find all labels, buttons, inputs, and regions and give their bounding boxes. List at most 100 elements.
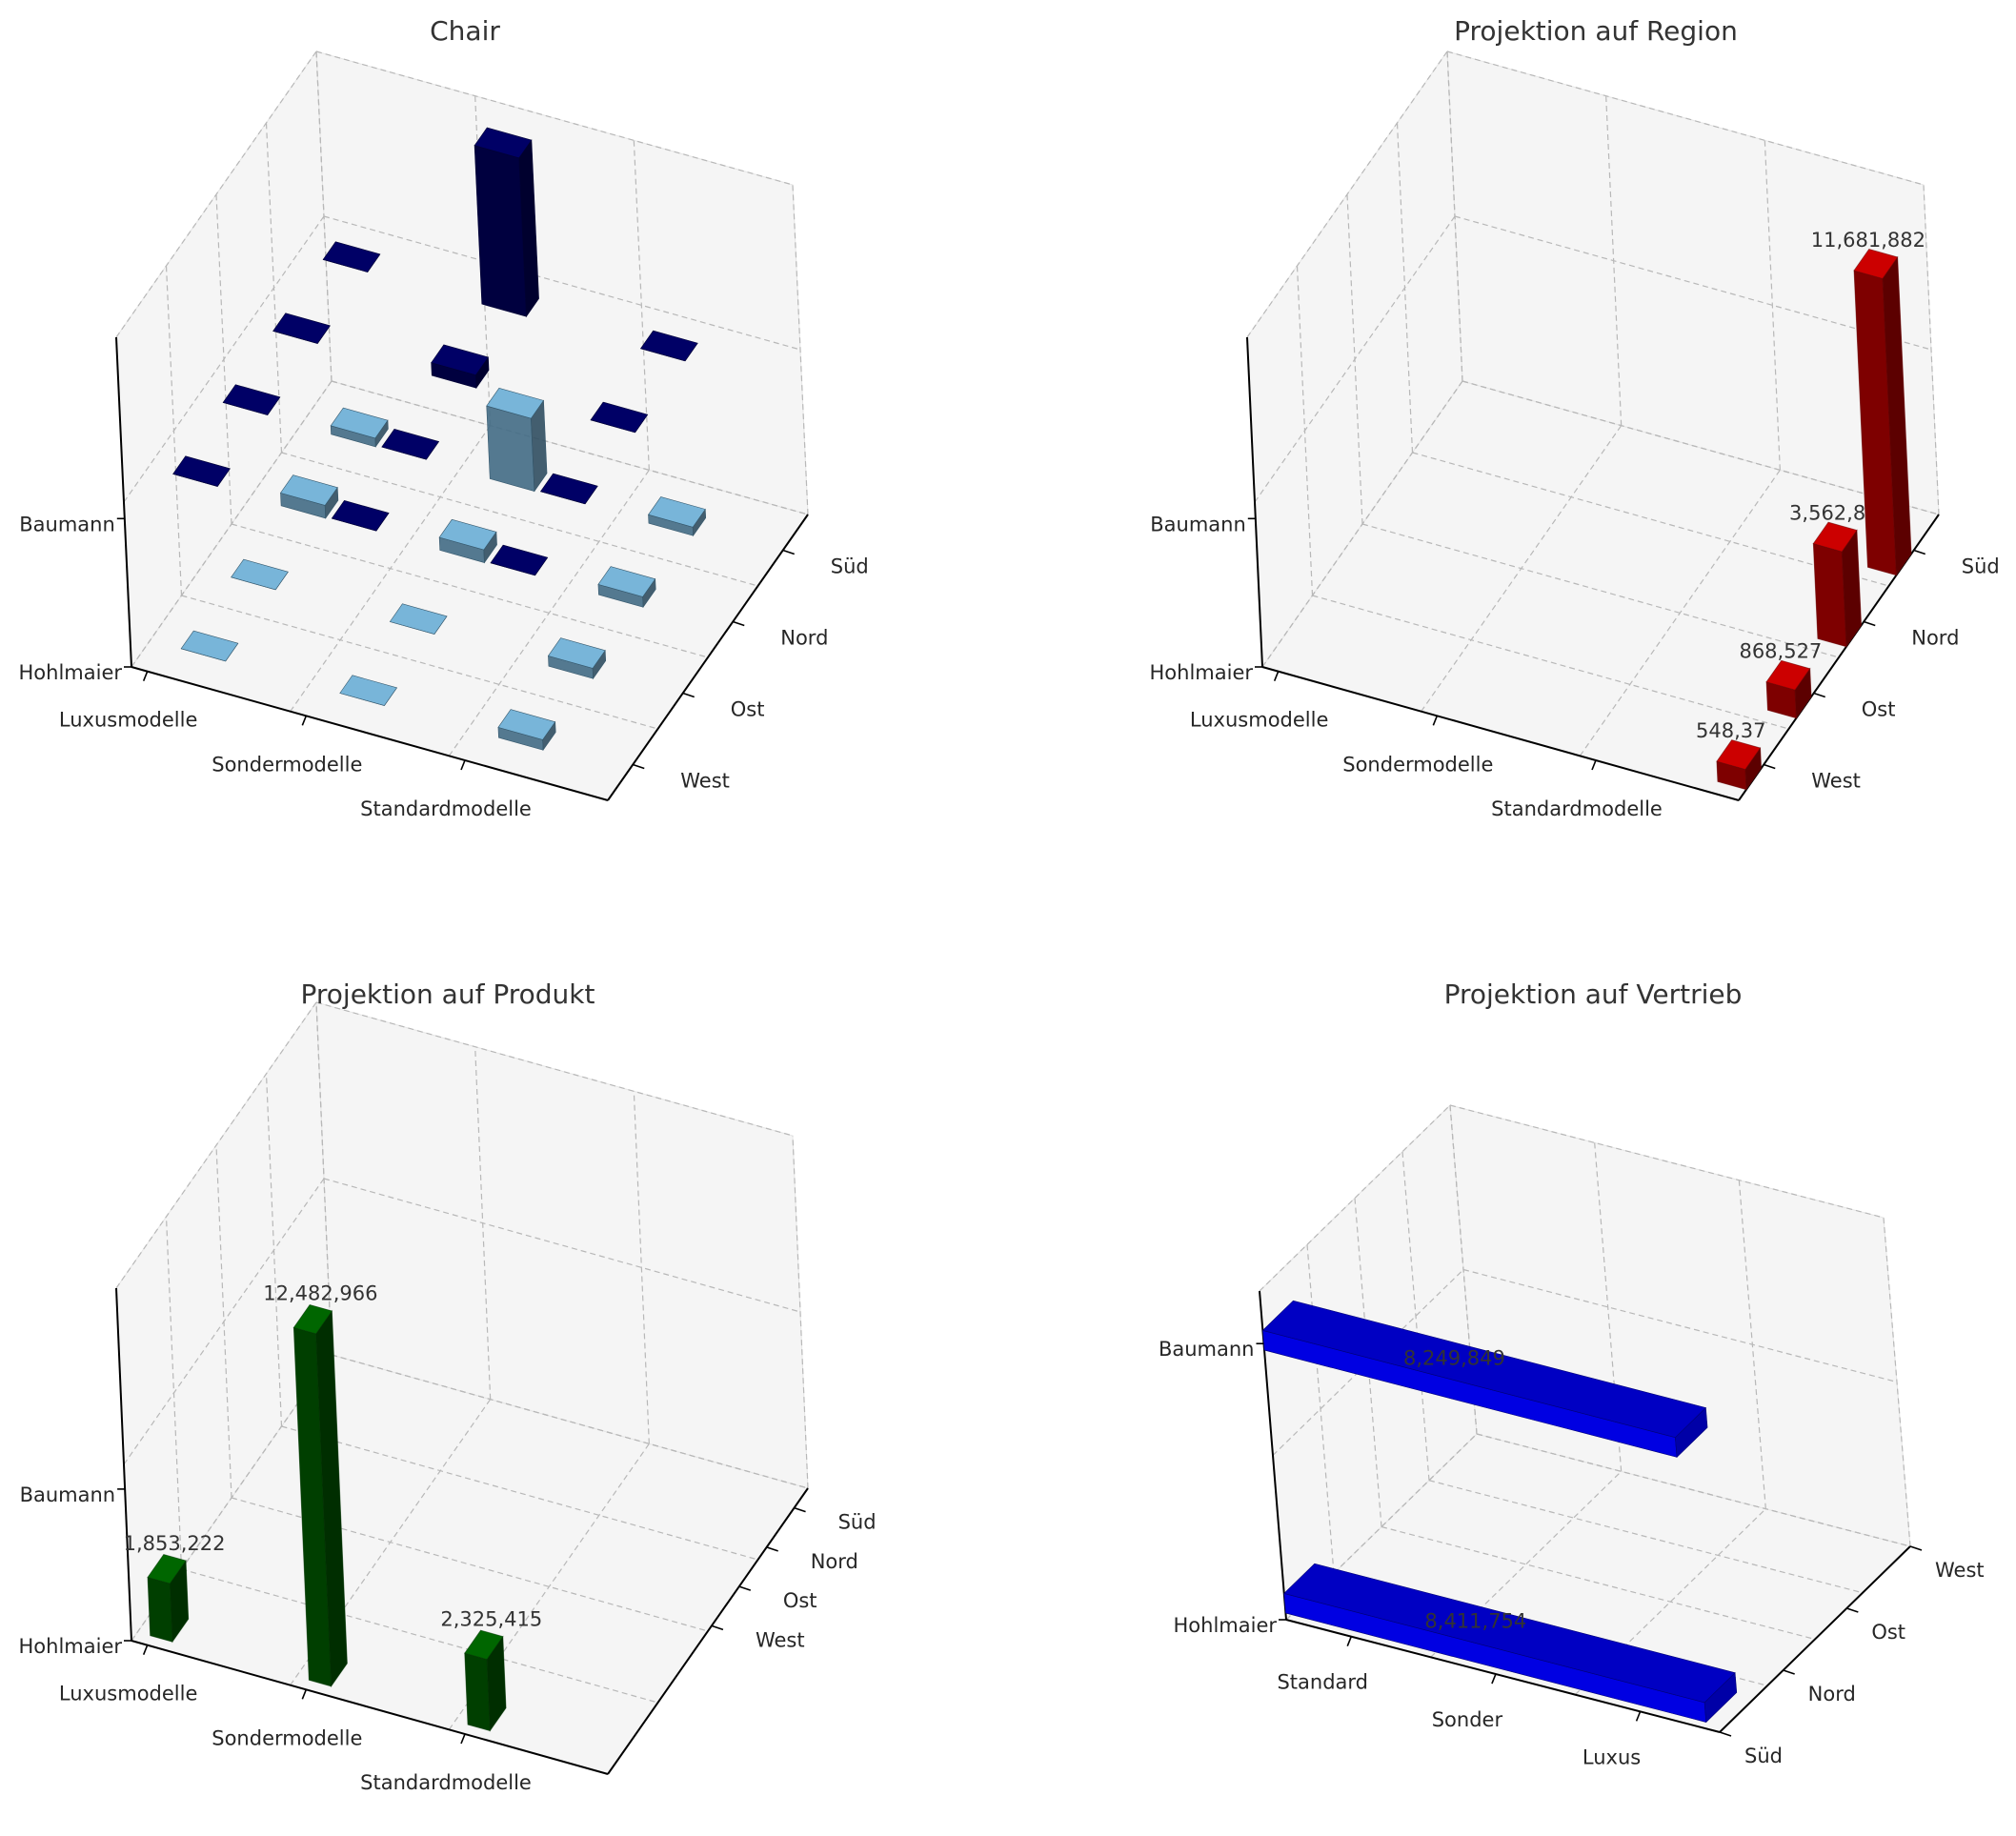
- grid-line: [1923, 184, 1940, 515]
- z-tick-label: Hohlmaier: [1150, 661, 1254, 684]
- bar-top-face: [431, 344, 489, 376]
- tick-mark: [738, 1585, 752, 1591]
- bar-baumann: [172, 455, 231, 487]
- bar-baumann: [490, 544, 549, 576]
- grid-line: [1476, 1433, 1911, 1547]
- bar-front-face: [474, 145, 527, 317]
- tick-mark: [1913, 549, 1926, 555]
- grid-line: [323, 1178, 801, 1313]
- bar-top-face: [279, 474, 338, 506]
- x-axis-line: [131, 1640, 609, 1775]
- grid-line: [231, 523, 709, 658]
- bar-top-face: [292, 1303, 333, 1335]
- grid-line: [792, 1135, 809, 1489]
- grid-line: [1381, 1525, 1816, 1641]
- y-tick-label: Nord: [780, 627, 828, 650]
- x-tick-label: Sonder: [1432, 1708, 1503, 1731]
- data-label: 12,482,966: [263, 1282, 377, 1305]
- grid-line: [1246, 50, 1448, 338]
- z-axis-line: [1246, 336, 1263, 668]
- y-tick-label: Ost: [783, 1589, 817, 1612]
- bar-top-face: [389, 603, 448, 635]
- bar-hohlmaier: [547, 637, 607, 680]
- grid-line: [131, 380, 333, 668]
- y-axis-line: [1719, 1545, 1911, 1733]
- bar-hohlmaier: [180, 630, 239, 662]
- x-tick-label: Sondermodelle: [1342, 753, 1493, 776]
- grid-line: [1462, 1268, 1898, 1383]
- grid-line: [1254, 215, 1456, 503]
- x-tick-label: Standardmodelle: [360, 797, 532, 820]
- y-tick-label: West: [756, 1628, 805, 1651]
- grid-line: [1259, 1104, 1451, 1292]
- bar-top-face: [648, 496, 706, 528]
- panel-region: Projektion auf Region 11,681,882 3,562,8 86…: [1150, 15, 2000, 820]
- bar-top-face: [438, 518, 497, 551]
- bar-hohlmaier: [339, 675, 398, 706]
- bar-top-face: [486, 387, 545, 419]
- tick-mark: [782, 549, 796, 555]
- bar-produkt: [464, 1629, 507, 1732]
- x-axis-line: [1261, 666, 1740, 801]
- tick-mark: [732, 620, 745, 627]
- bar-baumann: [322, 241, 381, 272]
- y-tick-label: Ost: [1862, 698, 1896, 721]
- bar-baumann: [474, 127, 539, 318]
- z-tick-label: Baumann: [20, 1483, 116, 1506]
- y-tick-label: Nord: [811, 1550, 858, 1573]
- bar-baumann: [590, 401, 649, 434]
- grid-line: [123, 1178, 325, 1465]
- grid-line: [1454, 215, 1932, 351]
- grid-line: [323, 215, 801, 351]
- grid-line: [315, 50, 794, 186]
- grid-line: [1306, 1244, 1335, 1574]
- y-tick-label: Nord: [1808, 1683, 1856, 1705]
- bar-top-face: [497, 709, 556, 740]
- bar-top-face: [172, 455, 231, 487]
- bar-top-face: [547, 637, 606, 669]
- grid-line: [1430, 1470, 1623, 1658]
- x-tick-label: Luxusmodelle: [59, 1683, 197, 1705]
- grid-line: [1574, 1508, 1766, 1696]
- bar-hohlmaier: [648, 496, 707, 537]
- data-label: 548,37: [1696, 719, 1765, 742]
- tick-mark: [1863, 620, 1876, 627]
- grid-line: [115, 1001, 317, 1289]
- panel-chair: Chair Luxusmodelle Sondermodelle Standardmo…: [19, 15, 869, 820]
- tick-mark: [1491, 1673, 1497, 1685]
- grid-line: [181, 1568, 658, 1704]
- bar-front-face: [1812, 543, 1847, 648]
- data-label: 8,411,754: [1424, 1609, 1526, 1632]
- bar-top-face: [222, 384, 281, 415]
- bar-top-face: [1716, 739, 1762, 770]
- grid-line: [1449, 1104, 1885, 1219]
- bar-produkt: [292, 1303, 348, 1688]
- bar-top-face: [231, 558, 289, 591]
- bar-region: [1853, 248, 1912, 576]
- bar-top-face: [331, 500, 390, 532]
- tick-mark: [1846, 1607, 1859, 1613]
- tick-mark: [682, 692, 696, 698]
- bar-baumann: [331, 500, 390, 532]
- data-label: 868,527: [1739, 640, 1822, 663]
- tick-mark: [1813, 692, 1826, 698]
- y-tick-label: Süd: [1962, 555, 2000, 578]
- bar-top-face: [464, 1629, 504, 1661]
- bar-baumann: [381, 429, 440, 460]
- tick-mark: [1719, 1731, 1732, 1737]
- tick-mark: [460, 759, 466, 771]
- z-axis-line: [115, 1287, 132, 1642]
- chart-title: Projektion auf Produkt: [301, 979, 595, 1010]
- bar-top-face: [1812, 521, 1858, 553]
- bar-region: [1765, 659, 1812, 719]
- y-tick-label: Ost: [1871, 1621, 1905, 1644]
- data-label: 11,681,882: [1811, 229, 1925, 252]
- bar-top-face: [147, 1554, 187, 1584]
- x-tick-label: Sondermodelle: [212, 1726, 362, 1749]
- data-label: 3,562,8: [1789, 502, 1865, 525]
- bar-hohlmaier: [231, 558, 289, 591]
- bar-top-face: [474, 127, 533, 159]
- x-tick-label: Luxusmodelle: [1190, 709, 1328, 732]
- bar-top-face: [381, 429, 440, 460]
